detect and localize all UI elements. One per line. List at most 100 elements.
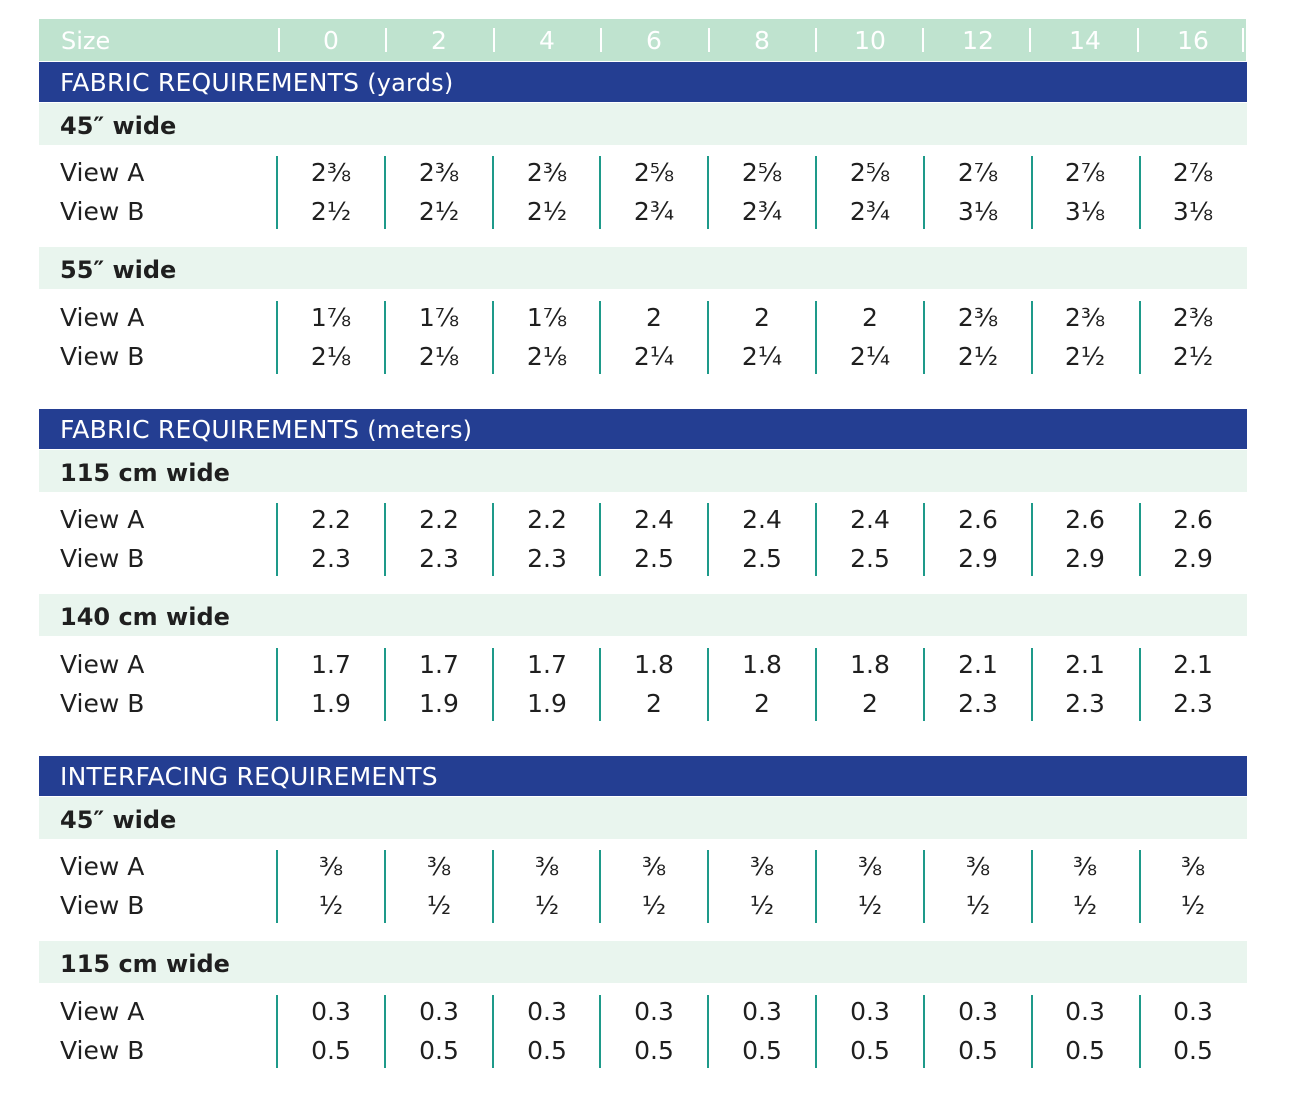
width-subheader: 55″ wide [39,247,1247,289]
column-divider [599,995,601,1068]
fabric-width-label: 45″ wide [60,806,177,834]
column-divider [384,301,386,374]
requirement-value: 1.9 [419,689,459,718]
column-divider [384,648,386,721]
requirement-value: ½ [534,891,560,920]
requirement-value: 0.5 [1065,1036,1105,1065]
column-divider [276,156,278,229]
size-column-header: 8 [754,26,770,55]
requirement-value: 2.9 [1173,544,1213,573]
section-banner: FABRIC REQUIREMENTS (yards) [39,62,1247,102]
requirement-value: ½ [426,891,452,920]
section-title: FABRIC REQUIREMENTS (yards) [60,62,453,104]
section-banner: FABRIC REQUIREMENTS (meters) [39,409,1247,449]
requirement-value: 2.3 [311,544,351,573]
requirement-value: 0.3 [419,997,459,1026]
size-header-divider [1029,28,1031,52]
requirement-value: 2½ [1064,342,1106,371]
view-label: View B [60,1036,145,1065]
requirement-value: 1⅞ [310,303,352,332]
requirement-value: 2⅝ [741,158,783,187]
requirement-value: 0.5 [742,1036,782,1065]
requirement-value: ⅜ [1180,852,1206,881]
requirement-value: 2 [754,689,770,718]
requirement-value: ⅜ [641,852,667,881]
column-divider [1031,648,1033,721]
requirement-value: 2⅞ [1172,158,1214,187]
section-title-text: INTERFACING REQUIREMENTS [60,762,438,791]
requirement-value: 2.6 [1065,505,1105,534]
requirement-value: 2⅝ [849,158,891,187]
size-header-divider [1242,28,1244,52]
column-divider [276,503,278,576]
view-label: View B [60,689,145,718]
size-label: Size [61,27,111,55]
requirement-value: 0.5 [527,1036,567,1065]
requirement-value: ⅜ [857,852,883,881]
requirement-value: 1⅞ [418,303,460,332]
column-divider [815,156,817,229]
view-label: View A [60,303,145,332]
size-header-divider [815,28,817,52]
requirement-value: 2⅜ [526,158,568,187]
fabric-width-label: 140 cm wide [60,603,230,631]
requirement-value: 2.5 [634,544,674,573]
section-unit: (yards) [367,69,454,97]
requirement-value: 2⅜ [310,158,352,187]
view-label: View A [60,158,145,187]
fabric-width-label: 45″ wide [60,112,177,140]
requirement-value: 2¼ [849,342,891,371]
column-divider [276,301,278,374]
column-divider [384,503,386,576]
size-column-header: 6 [646,26,662,55]
requirement-value: 2⅛ [418,342,460,371]
requirement-value: 1.8 [742,650,782,679]
requirement-value: 2.5 [850,544,890,573]
requirement-value: 1.7 [419,650,459,679]
requirement-value: 2⅝ [633,158,675,187]
requirement-value: 2.1 [1173,650,1213,679]
requirement-value: 0.5 [1173,1036,1213,1065]
fabric-width-label: 115 cm wide [60,950,230,978]
column-divider [599,850,601,923]
column-divider [923,648,925,721]
requirement-value: 0.3 [311,997,351,1026]
requirement-value: 1.8 [634,650,674,679]
view-label: View B [60,544,145,573]
column-divider [1031,850,1033,923]
size-column-header: 16 [1177,26,1209,55]
requirement-value: 2⅜ [1064,303,1106,332]
requirement-value: 2 [862,689,878,718]
section-unit: (meters) [367,416,473,444]
column-divider [492,503,494,576]
requirement-value: 0.3 [742,997,782,1026]
requirement-value: ½ [318,891,344,920]
column-divider [492,850,494,923]
column-divider [599,648,601,721]
size-header-divider [922,28,924,52]
column-divider [923,301,925,374]
column-divider [1139,301,1141,374]
requirement-value: 2⅞ [957,158,999,187]
column-divider [815,648,817,721]
view-label: View A [60,997,145,1026]
requirement-value: 2⅜ [957,303,999,332]
size-header-divider [1137,28,1139,52]
width-subheader: 115 cm wide [39,450,1247,492]
requirement-value: ½ [641,891,667,920]
requirement-value: ½ [965,891,991,920]
section-title-text: FABRIC REQUIREMENTS [60,68,360,97]
requirement-value: ⅜ [965,852,991,881]
column-divider [1139,503,1141,576]
column-divider [1139,648,1141,721]
requirement-value: 2¼ [633,342,675,371]
requirement-value: 2.1 [1065,650,1105,679]
requirement-value: 2.3 [527,544,567,573]
column-divider [707,648,709,721]
requirement-value: 3⅛ [1172,197,1214,226]
requirement-value: ⅜ [1072,852,1098,881]
requirement-value: 2¾ [741,197,783,226]
requirement-value: 2¾ [849,197,891,226]
column-divider [707,850,709,923]
